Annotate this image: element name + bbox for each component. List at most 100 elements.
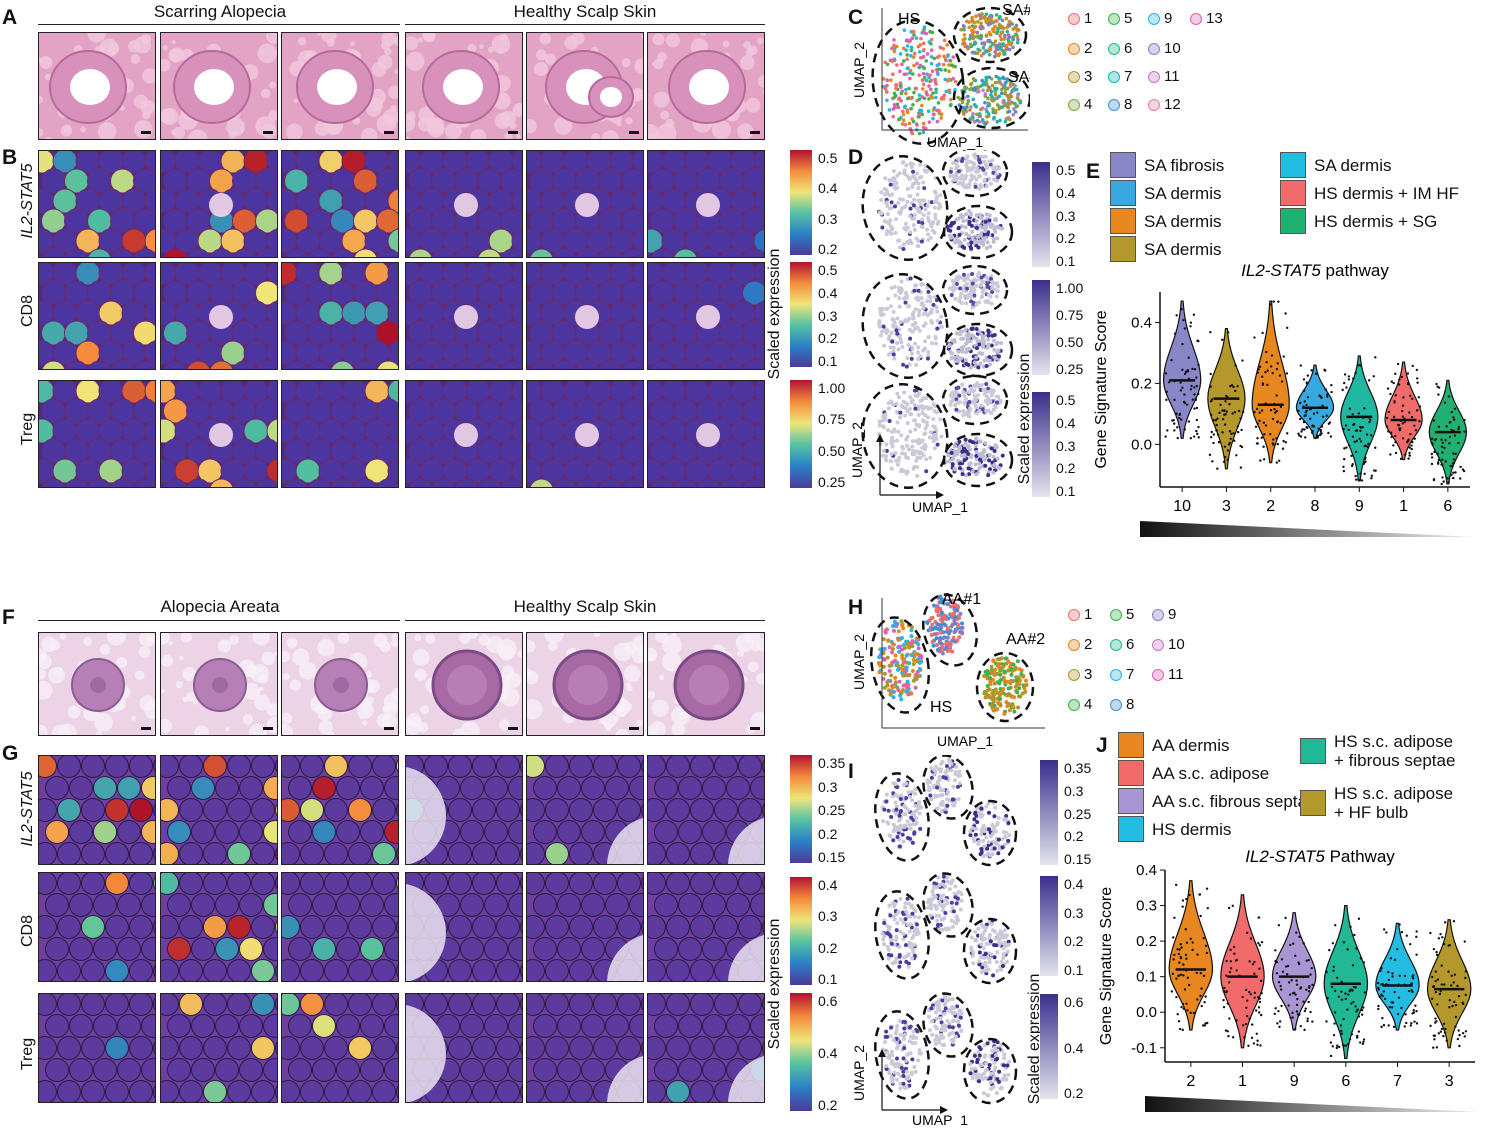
legend-swatch [1300,790,1326,816]
y-tick-label: 0.3 [1136,898,1157,915]
legend-swatch [1300,738,1326,764]
violin-1 [1384,361,1423,461]
legend-item: SA dermis [1280,152,1391,178]
region-label: SA#1 [1002,2,1030,19]
spot-tile [38,755,156,865]
legend-label: HS s.c. adipose + fibrous septae [1334,732,1456,770]
legend-dot [1108,42,1120,55]
spot-tile [161,263,277,369]
legend-item: 5 [1110,606,1134,623]
spot-tile [405,872,523,982]
violin-2 [1168,880,1214,1031]
spot-tile [647,262,765,370]
region-label: AA#1 [942,591,981,608]
x-tick-label: 8 [1311,498,1320,515]
colorbar-tick: 0.2 [1064,933,1084,950]
panel-label-h: H [848,596,864,619]
legend-item: AA dermis [1118,732,1229,758]
legend-item: HS s.c. adipose + fibrous septae [1300,732,1455,770]
legend-label: SA fibrosis [1144,155,1225,175]
colorbar-tick: 0.4 [1064,876,1084,892]
legend-label: SA dermis [1314,155,1392,175]
legend-dot [1148,70,1160,83]
legend-item: 3 [1068,68,1092,85]
legend-label: HS dermis [1152,819,1232,839]
legend-dot [1148,12,1160,25]
legend-swatch [1118,732,1144,758]
spot-tile [39,756,155,864]
legend-item: 10 [1148,40,1181,57]
legend-item: 4 [1068,696,1092,713]
legend-dot [1110,668,1122,681]
colorbar [790,380,812,488]
violin-chart-e: IL2-STAT5 pathway 0.0 0.2 0.4 Gene Signature… [1093,262,1475,537]
spot-tile [405,150,523,258]
spot-tile [406,381,522,487]
spot-tile [648,873,764,981]
colorbar-tick: 0.5 [1056,162,1076,178]
group-line [405,620,765,621]
spot-tile [647,380,765,488]
y-tick-label: 0.0 [1136,1004,1157,1021]
x-tick-label: 9 [1290,1073,1299,1090]
colorbar-tick: 0.3 [1064,904,1084,921]
colorbar-tick: 0.2 [818,241,838,257]
spot-tile [647,150,765,258]
panel-label-e: E [1086,160,1101,183]
colorbar-tick: 0.2 [1056,460,1076,477]
colorbar-tick: 0.15 [818,849,846,865]
spot-tile [526,150,644,258]
spot-tile [648,151,764,257]
legend-label: SA dermis [1144,211,1222,231]
legend-label: 9 [1168,606,1177,623]
legend-label: 2 [1084,636,1093,653]
legend-item: 8 [1110,696,1134,713]
spot-tile [161,151,277,257]
spot-tile [39,873,155,981]
spot-tile [38,993,156,1103]
colorbar-tick: 0.25 [818,802,846,818]
y-axis-label: Gene Signature Score [1093,310,1110,468]
legend-swatch [1110,208,1136,234]
spot-tile [405,380,523,488]
legend-label: 6 [1126,636,1135,653]
colorbar-tick: 0.50 [818,442,846,459]
spot-tile [648,263,764,369]
spot-tile [405,993,523,1103]
legend-dot [1152,668,1164,681]
spot-tile [648,381,764,487]
colorbar-tick: 0.15 [1064,851,1092,867]
y-tick-label: 0.4 [1136,862,1157,879]
legend-dot [1068,12,1080,25]
legend-label: HS dermis + SG [1314,211,1438,231]
histology-image [39,633,155,735]
spot-tile [647,993,765,1103]
colorbar [790,877,812,985]
panel-label-i: I [848,760,854,783]
spot-tile [406,263,522,369]
histology-image [39,33,155,139]
violin-9 [1271,912,1317,1031]
legend-label: 1 [1084,606,1093,623]
histology-image [160,32,278,140]
colorbar [790,993,812,1111]
spot-tile [648,756,764,864]
group-title-alopecia-areata: Alopecia Areata [160,597,280,616]
legend-label: SA dermis [1144,239,1222,259]
colorbar-tick: 0.75 [1056,307,1084,323]
colorbar-tick: 0.5 [1056,392,1076,408]
colorbar-tick: 0.4 [818,877,838,893]
colorbar-tick: 0.25 [1064,805,1092,822]
legend-item: 9 [1152,606,1176,623]
umap-plot-c: UMAP_2 UMAP_1 HS SA#1 SA#2 [851,2,1030,150]
legend-label: HS s.c. adipose + HF bulb [1334,784,1454,822]
spot-tile [282,151,398,257]
spot-tile [282,756,398,864]
panel-label-g: G [2,742,19,765]
spot-tile [527,756,643,864]
legend-label: 3 [1084,666,1093,683]
histology-image [281,632,399,736]
colorbar-tick: 0.2 [818,1097,838,1113]
legend-item: 13 [1190,10,1223,27]
spot-tile [281,872,399,982]
